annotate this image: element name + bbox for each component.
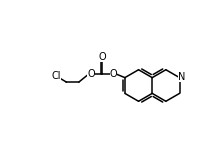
Text: Cl: Cl <box>52 71 61 81</box>
Text: N: N <box>178 72 185 82</box>
Text: O: O <box>87 69 95 79</box>
Text: O: O <box>110 69 118 79</box>
Text: O: O <box>99 52 106 62</box>
